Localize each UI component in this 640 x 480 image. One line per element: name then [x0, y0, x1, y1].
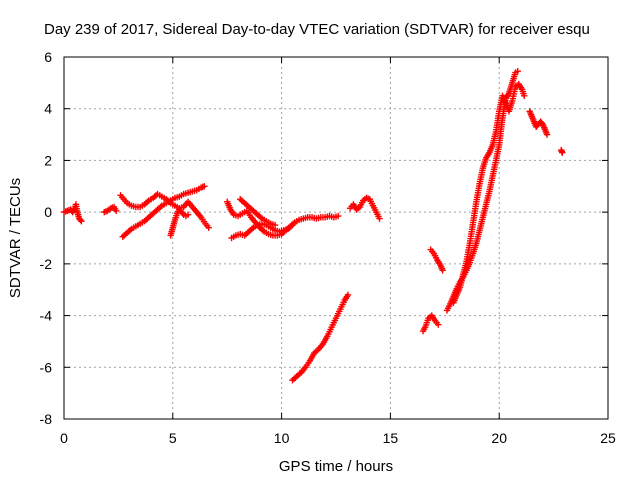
y-tick-label: 0: [44, 204, 52, 220]
data-point: [435, 321, 442, 328]
x-axis-label: GPS time / hours: [279, 458, 393, 475]
x-tick-label: 25: [600, 430, 616, 446]
y-tick-label: -6: [40, 359, 53, 375]
grid-lines: [64, 57, 608, 419]
data-point: [514, 68, 521, 75]
data-point: [179, 210, 186, 217]
data-point: [521, 92, 528, 99]
y-axis-label: SDTVAR / TECUs: [7, 178, 24, 298]
data-point: [543, 131, 551, 138]
plot-frame: [63, 56, 609, 420]
data-point: [77, 216, 84, 224]
x-tick-label: 0: [60, 430, 68, 446]
data-point: [184, 211, 192, 218]
data-point: [344, 291, 352, 299]
y-tick-label: 4: [44, 101, 52, 117]
y-tick-label: -8: [40, 411, 53, 427]
data-point: [113, 207, 120, 215]
y-tick-label: 6: [44, 49, 52, 65]
data-point: [205, 224, 212, 231]
data-point: [78, 217, 85, 225]
y-tick-label: 2: [44, 152, 52, 168]
x-tick-label: 10: [274, 430, 290, 446]
data-points: [60, 68, 566, 384]
data-point: [376, 215, 383, 222]
data-point: [201, 183, 208, 190]
data-point: [334, 212, 342, 220]
x-tick-label: 15: [383, 430, 399, 446]
data-point: [559, 149, 566, 156]
axis-ticks: 0 5 10 15 20 25 -8 -6 -4 -2 0 2 4 6: [40, 49, 616, 446]
chart-title: Day 239 of 2017, Sidereal Day-to-day VTE…: [44, 21, 590, 38]
data-point: [271, 221, 279, 229]
data-point: [289, 221, 296, 229]
data-point: [439, 267, 446, 274]
y-tick-label: -2: [40, 256, 53, 272]
y-tick-label: -4: [40, 308, 53, 324]
x-tick-label: 20: [491, 430, 507, 446]
x-tick-label: 5: [169, 430, 177, 446]
